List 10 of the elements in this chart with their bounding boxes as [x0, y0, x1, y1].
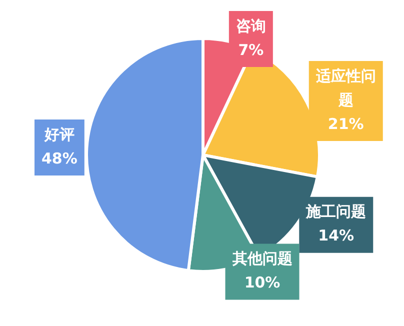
slice-label: 施工问题 [305, 202, 366, 221]
data-label: 10% [244, 274, 280, 292]
slice-label: 咨询 [236, 16, 266, 35]
data-label: 14% [318, 226, 354, 245]
slice-label: 好评 [43, 125, 74, 144]
slice-label: 适应性问题 [314, 66, 376, 109]
data-label: 7% [238, 40, 264, 59]
data-label: 48% [42, 149, 78, 168]
data-label: 21% [328, 114, 364, 133]
slice-label: 其他问题 [231, 250, 292, 268]
